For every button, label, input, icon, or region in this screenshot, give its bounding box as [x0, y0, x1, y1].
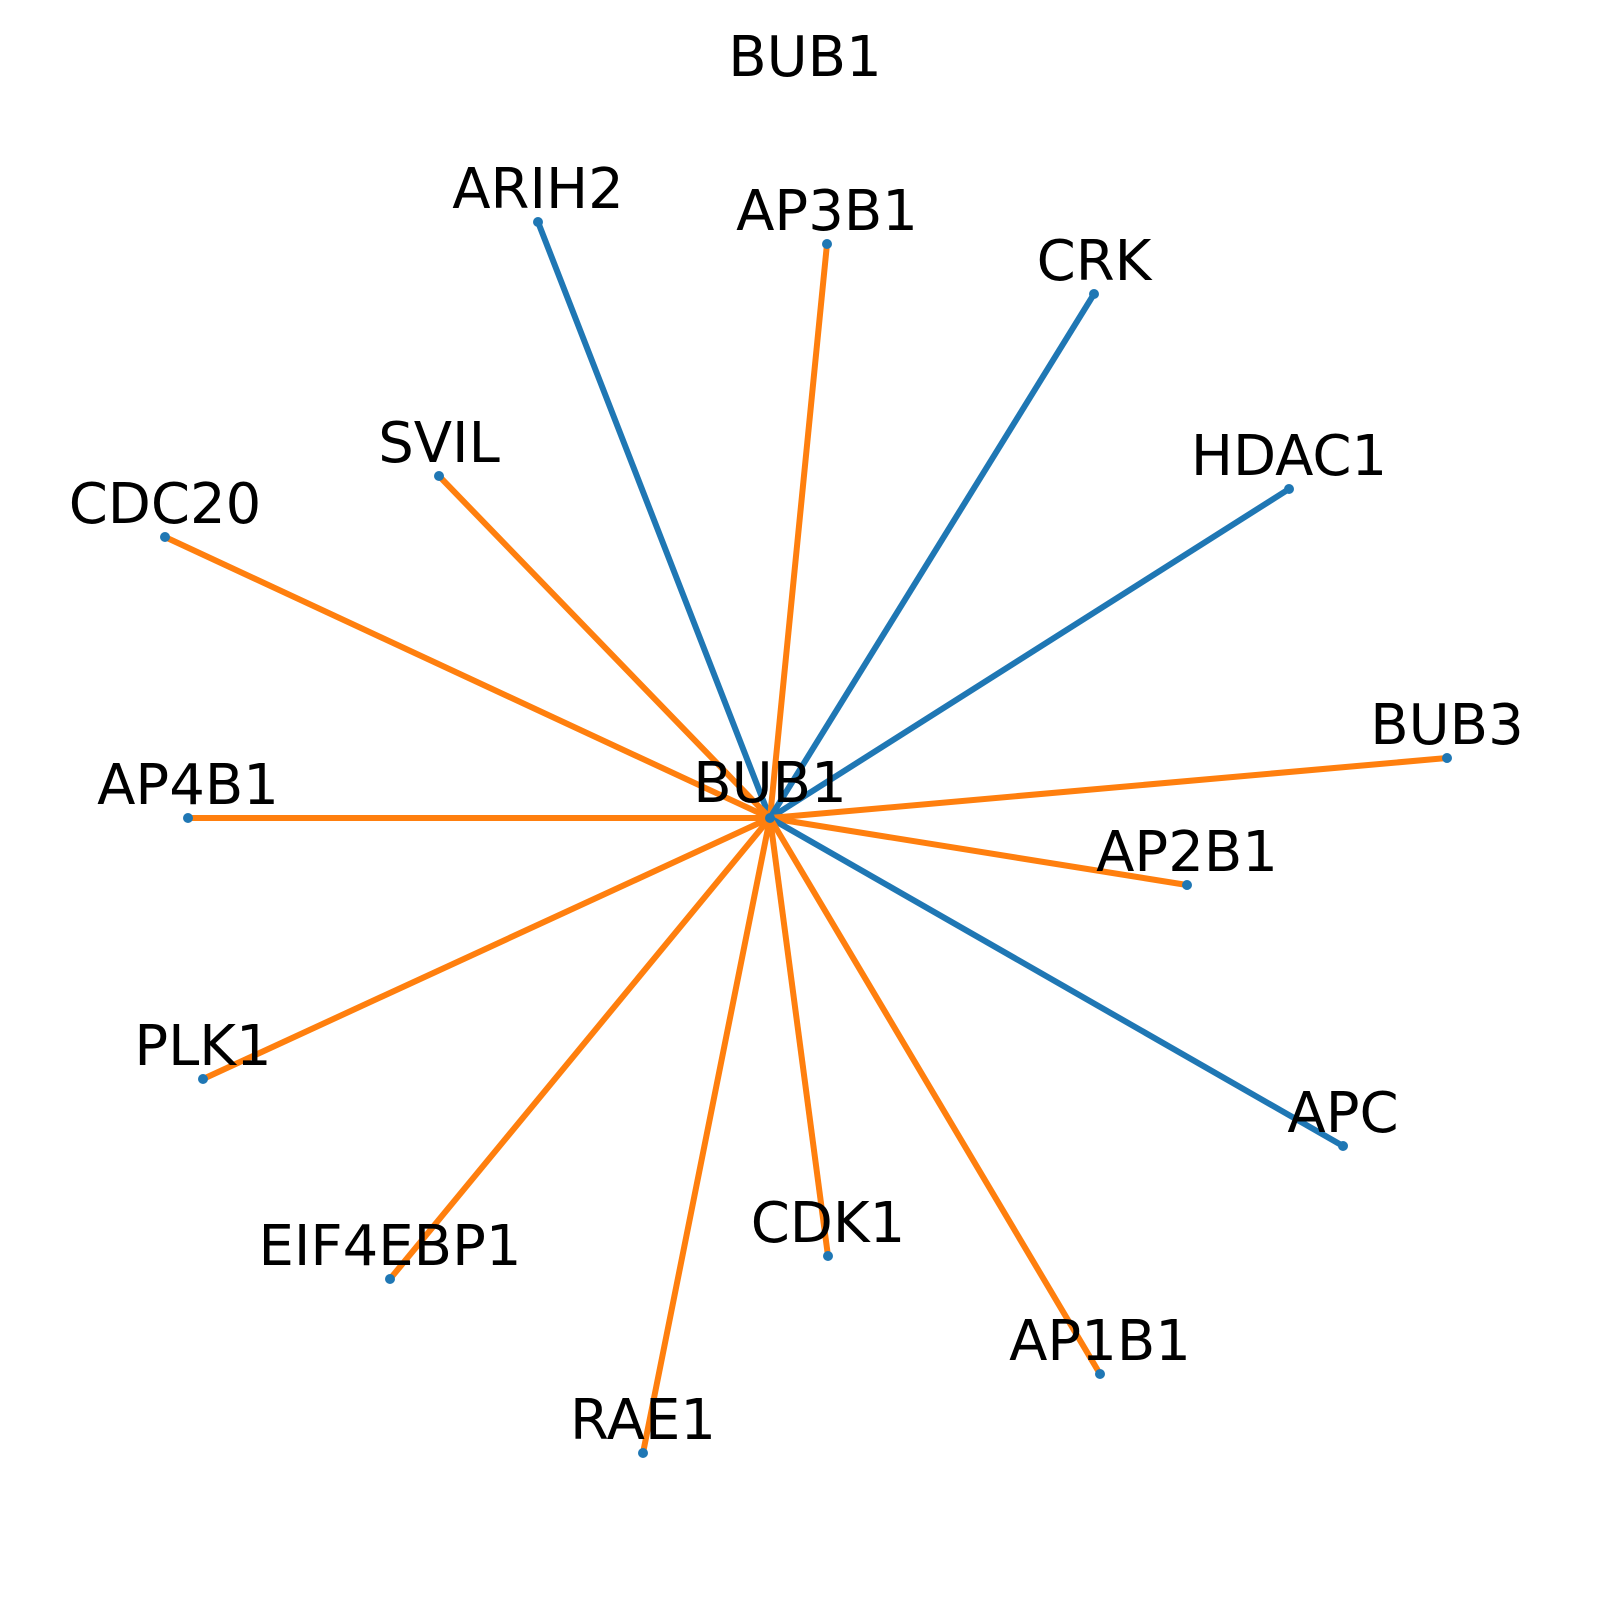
node-plk1: [198, 1074, 208, 1084]
node-label-crk: CRK: [1037, 229, 1153, 294]
edge-bub1-crk: [767, 292, 1097, 820]
edge-bub1-eif4ebp1: [387, 816, 773, 1281]
node-label-cdk1: CDK1: [751, 1191, 906, 1256]
node-label-hdac1: HDAC1: [1191, 424, 1387, 489]
node-label-bub3: BUB3: [1370, 693, 1523, 758]
edge-bub1-rae1: [640, 817, 773, 1454]
node-label-ap4b1: AP4B1: [97, 753, 279, 818]
labels-layer: ARIH2 AP3B1 CRK HDAC1 BUB3 AP2B1 APC AP1B1 CDK1 R…: [69, 157, 1524, 1453]
edges-layer: [163, 220, 1448, 1454]
node-ap4b1: [183, 813, 193, 823]
node-label-apc: APC: [1287, 1081, 1398, 1146]
node-cdc20: [160, 532, 170, 542]
node-label-arih2: ARIH2: [452, 157, 623, 222]
node-label-ap3b1: AP3B1: [736, 179, 918, 244]
node-apc: [1338, 1141, 1348, 1151]
node-cdk1: [823, 1251, 833, 1261]
node-eif4ebp1: [385, 1274, 395, 1284]
edge-bub1-plk1: [201, 815, 772, 1082]
edge-bub1-bub3: [769, 755, 1448, 821]
node-label-ap1b1: AP1B1: [1009, 1309, 1191, 1374]
edge-bub1-cdk1: [767, 817, 831, 1257]
node-label-svil: SVIL: [378, 411, 500, 476]
edge-bub1-svil: [436, 473, 773, 821]
node-ap3b1: [822, 239, 832, 249]
edge-bub1-apc: [768, 815, 1345, 1149]
node-label-center-bub1: BUB1: [693, 751, 846, 816]
edge-bub1-ap3b1: [767, 243, 830, 819]
edge-bub1-ap1b1: [767, 816, 1103, 1376]
node-ap1b1: [1095, 1369, 1105, 1379]
edge-bub1-ap2b1: [769, 815, 1188, 888]
node-hdac1: [1284, 484, 1294, 494]
node-label-ap2b1: AP2B1: [1096, 820, 1278, 885]
node-label-rae1: RAE1: [570, 1388, 716, 1453]
edge-bub1-cdc20: [163, 534, 772, 821]
node-label-eif4ebp1: EIF4EBP1: [259, 1214, 522, 1279]
edge-bub1-hdac1: [768, 486, 1291, 821]
node-arih2: [533, 217, 543, 227]
node-center-bub1: [765, 813, 775, 823]
node-ap2b1: [1182, 880, 1192, 890]
node-label-plk1: PLK1: [134, 1014, 271, 1079]
edge-bub1-arih2: [535, 220, 773, 820]
node-bub3: [1442, 753, 1452, 763]
diagram-title: BUB1: [728, 25, 881, 90]
node-crk: [1089, 289, 1099, 299]
nodes-layer: [160, 217, 1452, 1458]
node-rae1: [638, 1448, 648, 1458]
node-svil: [434, 471, 444, 481]
node-label-cdc20: CDC20: [69, 472, 262, 537]
